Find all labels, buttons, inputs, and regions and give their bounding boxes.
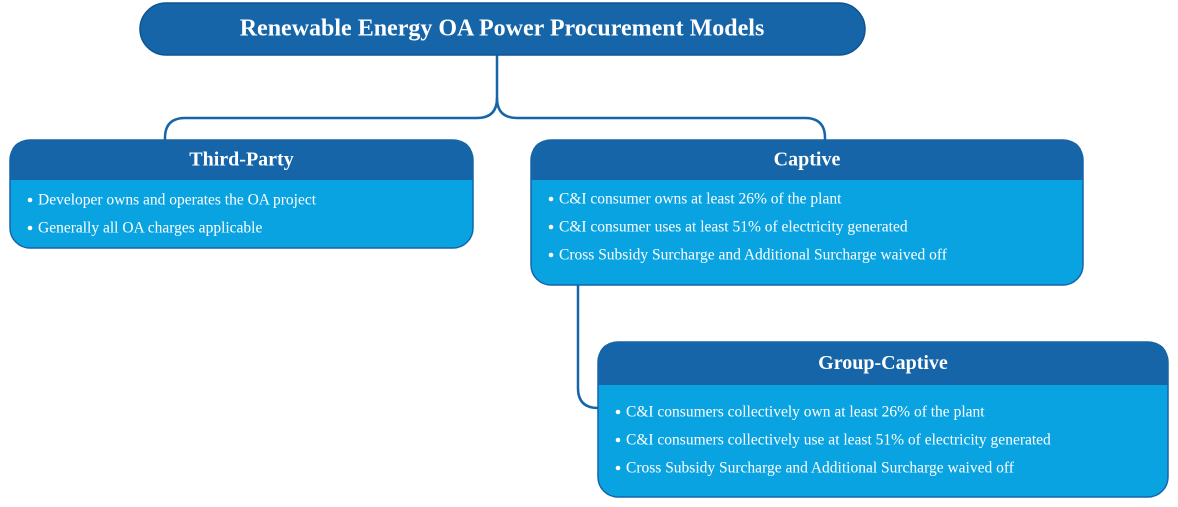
bullet-text: C&I consumers collectively own at least … — [626, 404, 985, 421]
bullet-text: Cross Subsidy Surcharge and Additional S… — [626, 460, 1015, 477]
box-title: Group-Captive — [818, 352, 948, 374]
box-header — [10, 140, 473, 180]
bullet-text: Cross Subsidy Surcharge and Additional S… — [559, 247, 948, 264]
bullet-text: Developer owns and operates the OA proje… — [38, 192, 317, 209]
bullet-text: C&I consumers collectively use at least … — [626, 432, 1051, 449]
connector — [495, 97, 827, 142]
bullet-dot — [615, 437, 621, 443]
box-title: Captive — [774, 149, 841, 171]
box-header — [598, 342, 1168, 385]
bullet-text: Generally all OA charges applicable — [38, 220, 262, 237]
box-title: Third-Party — [189, 149, 293, 171]
bullet-dot — [27, 225, 33, 231]
bullet-dot — [548, 196, 554, 202]
box-header — [531, 140, 1083, 180]
bullet-dot — [615, 409, 621, 415]
bullet-dot — [27, 197, 33, 203]
bullet-text: C&I consumer owns at least 26% of the pl… — [559, 191, 842, 208]
bullet-dot — [548, 224, 554, 230]
bullet-text: C&I consumer uses at least 51% of electr… — [559, 219, 908, 236]
bullet-dot — [615, 465, 621, 471]
root-title: Renewable Energy OA Power Procurement Mo… — [240, 16, 765, 42]
connector — [163, 55, 499, 142]
bullet-dot — [548, 252, 554, 258]
root-node — [139, 2, 866, 56]
